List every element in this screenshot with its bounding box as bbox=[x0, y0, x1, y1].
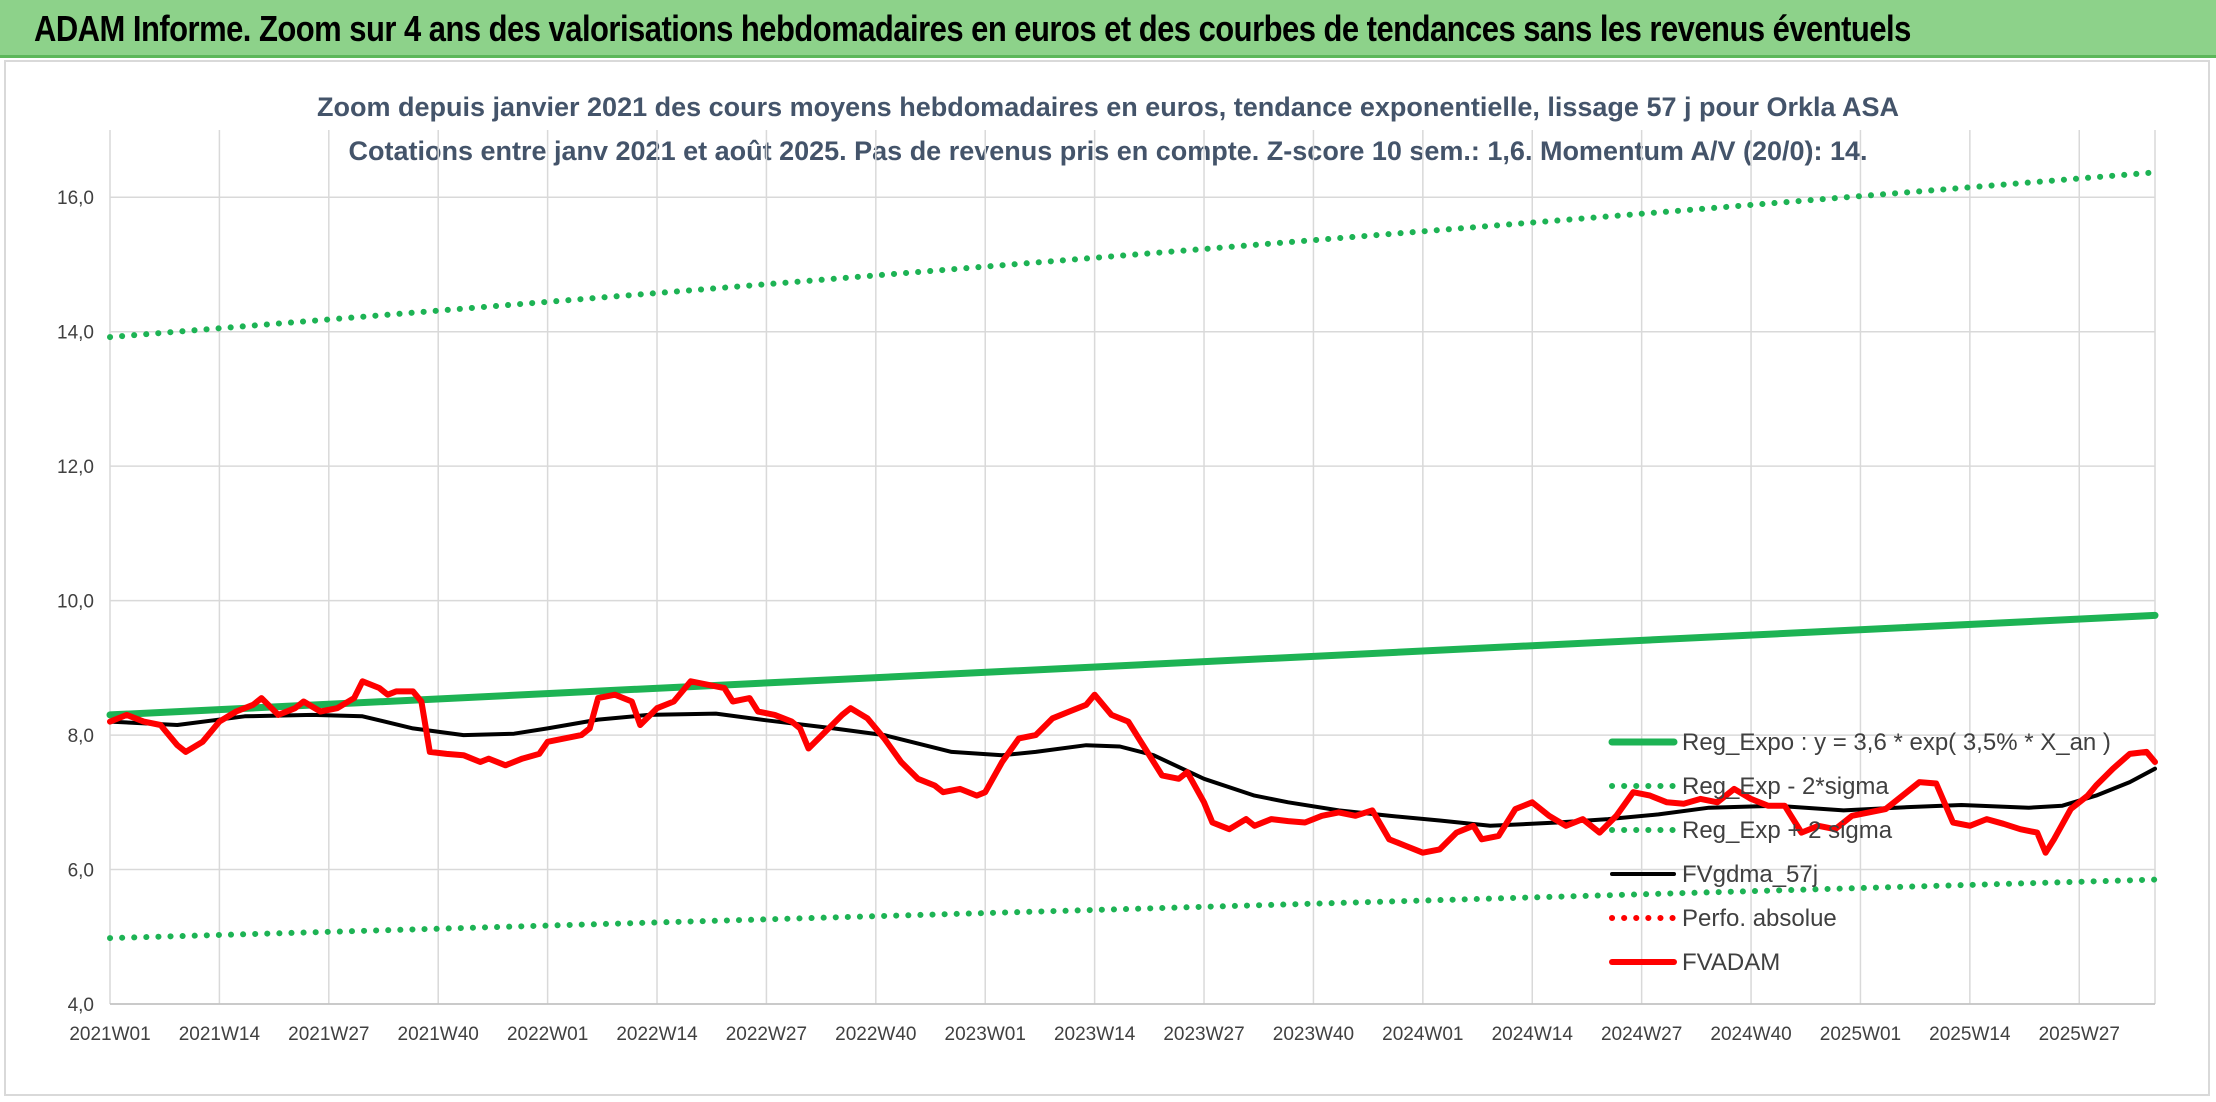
series-line-1 bbox=[107, 876, 2158, 942]
y-tick-label: 4,0 bbox=[68, 995, 94, 1016]
y-tick-label: 14,0 bbox=[57, 323, 94, 344]
report-title: ADAM Informe. Zoom sur 4 ans des valoris… bbox=[34, 8, 1911, 49]
x-tick-label: 2022W27 bbox=[726, 1024, 807, 1045]
y-tick-label: 16,0 bbox=[57, 188, 94, 209]
series-line-3 bbox=[108, 711, 2157, 828]
y-tick-label: 12,0 bbox=[57, 457, 94, 478]
chart-title-line: Zoom depuis janvier 2021 des cours moyen… bbox=[317, 92, 1899, 122]
x-tick-label: 2022W01 bbox=[507, 1024, 588, 1045]
y-tick-label: 6,0 bbox=[68, 861, 94, 882]
legend-label: Reg_Exp - 2*sigma bbox=[1682, 773, 1889, 800]
chart-frame bbox=[4, 60, 2210, 1096]
x-tick-label: 2025W14 bbox=[1929, 1024, 2011, 1045]
x-tick-label: 2023W40 bbox=[1273, 1024, 1354, 1045]
x-tick-label: 2021W40 bbox=[398, 1024, 479, 1045]
legend-label: Reg_Exp + 2 sigma bbox=[1682, 817, 1893, 844]
legend-label: FVgdma_57j bbox=[1682, 861, 1818, 888]
legend-label: FVADAM bbox=[1682, 949, 1780, 976]
x-tick-label: 2024W40 bbox=[1710, 1024, 1791, 1045]
x-tick-label: 2023W27 bbox=[1163, 1024, 1244, 1045]
x-tick-label: 2023W14 bbox=[1054, 1024, 1136, 1045]
y-tick-label: 10,0 bbox=[57, 592, 94, 613]
x-tick-label: 2021W14 bbox=[179, 1024, 261, 1045]
x-tick-label: 2022W40 bbox=[835, 1024, 916, 1045]
x-tick-label: 2024W14 bbox=[1492, 1024, 1574, 1045]
x-tick-label: 2025W27 bbox=[2039, 1024, 2120, 1045]
report-banner: ADAM Informe. Zoom sur 4 ans des valoris… bbox=[0, 0, 2216, 58]
x-tick-label: 2023W01 bbox=[945, 1024, 1026, 1045]
x-tick-label: 2025W01 bbox=[1820, 1024, 1901, 1045]
x-tick-label: 2024W27 bbox=[1601, 1024, 1682, 1045]
series-line-5 bbox=[107, 678, 2158, 856]
x-tick-label: 2021W27 bbox=[288, 1024, 369, 1045]
series-line-2 bbox=[107, 169, 2158, 341]
x-tick-label: 2021W01 bbox=[69, 1024, 150, 1045]
legend-label: Reg_Expo : y = 3,6 * exp( 3,5% * X_an ) bbox=[1682, 729, 2111, 756]
x-tick-label: 2022W14 bbox=[616, 1024, 698, 1045]
series-line-0 bbox=[106, 611, 2159, 719]
chart-title-line: Cotations entre janv 2021 et août 2025. … bbox=[348, 136, 1867, 166]
legend-label: Perfo. absolue bbox=[1682, 905, 1837, 932]
y-tick-label: 8,0 bbox=[68, 726, 94, 747]
x-tick-label: 2024W01 bbox=[1382, 1024, 1463, 1045]
